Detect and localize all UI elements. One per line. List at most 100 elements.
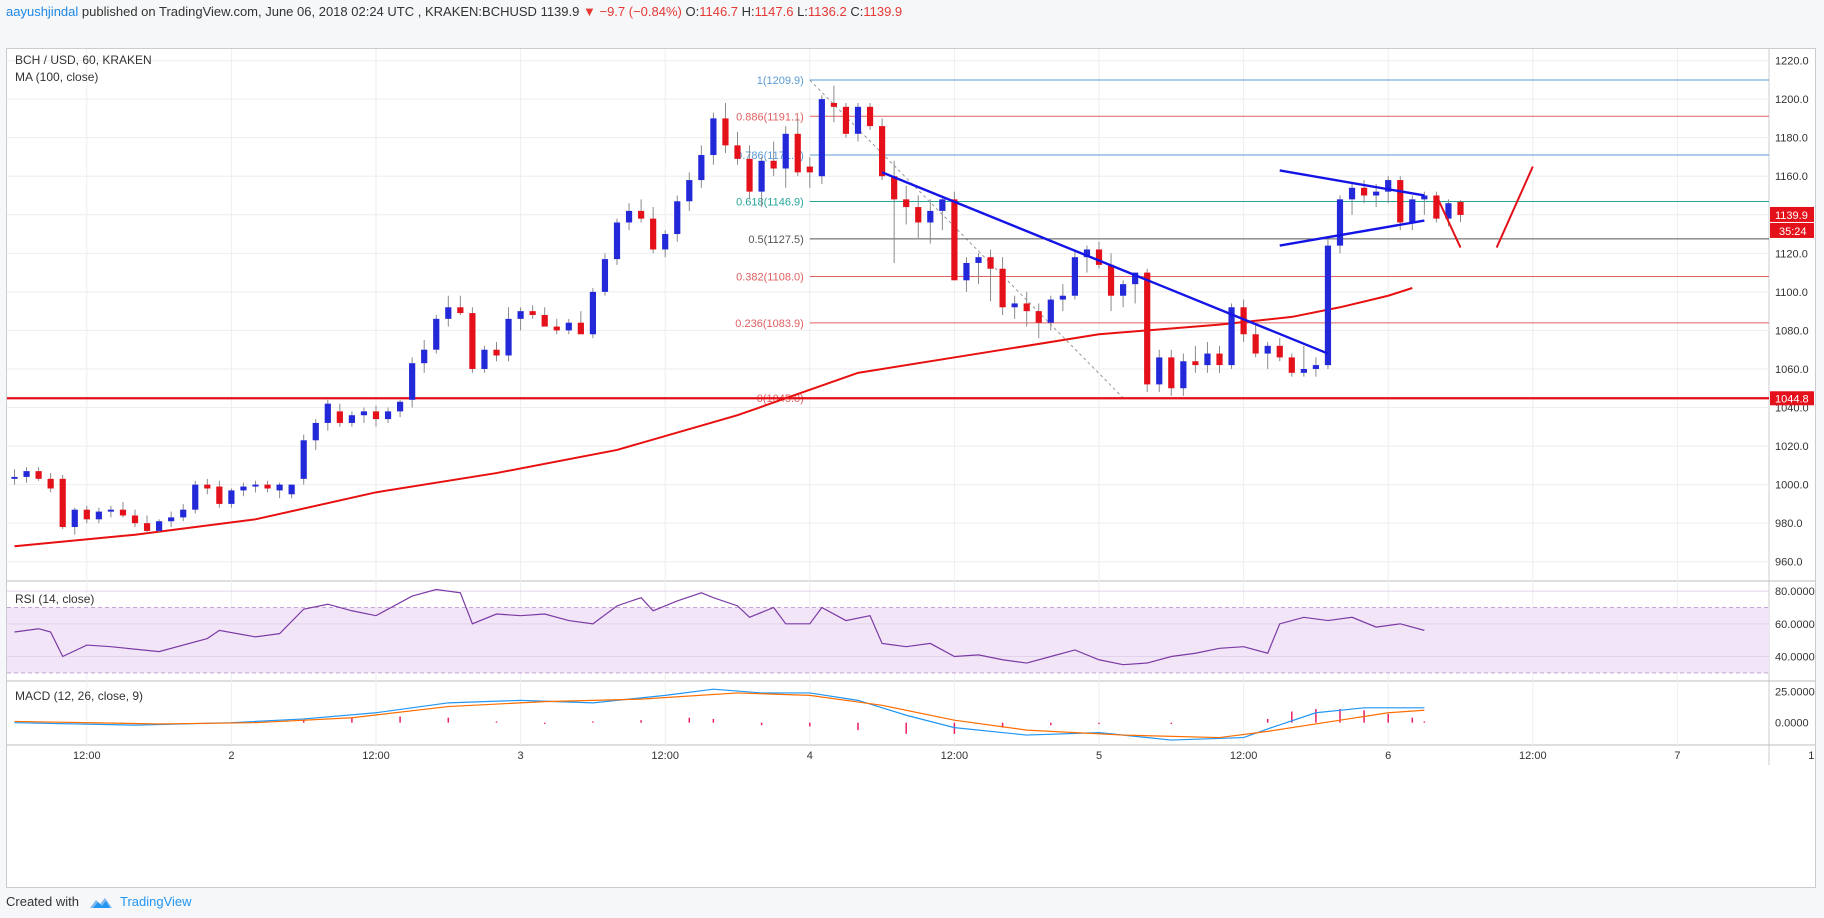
- candle: [1264, 341, 1271, 369]
- candle-body: [951, 199, 958, 281]
- x-tick-label: 12:00: [73, 750, 101, 762]
- candle: [1132, 272, 1139, 304]
- candle: [372, 405, 380, 427]
- trendline: [1279, 169, 1425, 197]
- candle: [1192, 345, 1199, 373]
- author-link[interactable]: aayushjindal: [6, 4, 79, 19]
- candle: [168, 511, 175, 528]
- candle: [1312, 357, 1319, 377]
- candle: [625, 203, 633, 231]
- chart-frame[interactable]: 1220.01200.01180.01160.01140.01120.01100…: [6, 48, 1816, 888]
- open-label: O:: [685, 4, 700, 19]
- rsi-tick-label: 80.0000: [1775, 586, 1815, 598]
- candle-body: [1385, 180, 1392, 192]
- candle-body: [372, 411, 380, 420]
- last-price-badge: [1770, 206, 1814, 222]
- rsi-tick-label: 60.0000: [1775, 619, 1815, 631]
- chart-canvas[interactable]: 1220.01200.01180.01160.01140.01120.01100…: [7, 49, 1815, 887]
- candle: [1156, 349, 1163, 393]
- candle-body: [95, 511, 102, 520]
- macd-signal-line: [14, 692, 1425, 739]
- candle-body: [312, 422, 319, 441]
- y-tick-label: 1040.0: [1775, 403, 1809, 415]
- candle-body: [168, 517, 175, 522]
- candle: [1035, 303, 1042, 339]
- candle: [300, 434, 307, 485]
- x-tick-label: 12:00: [362, 750, 390, 762]
- candle-body: [999, 268, 1006, 308]
- low-value: 1136.2: [807, 4, 847, 19]
- candle-body: [625, 210, 633, 223]
- candle-body: [927, 210, 934, 223]
- candle-body: [505, 318, 512, 356]
- candle: [589, 288, 596, 339]
- candle: [1409, 195, 1416, 231]
- fib-level-label: 0.618(1146.9): [736, 196, 804, 208]
- candle-body: [891, 176, 898, 200]
- y-tick-label: 1020.0: [1775, 441, 1809, 453]
- candle-body: [638, 210, 645, 219]
- candle: [119, 501, 127, 518]
- candle: [1336, 195, 1344, 254]
- candle: [1348, 183, 1356, 215]
- candle: [457, 295, 464, 315]
- candle-body: [1107, 264, 1115, 296]
- symbol-label: KRAKEN:BCHUSD: [424, 4, 537, 19]
- candle: [1397, 176, 1404, 231]
- candle-body: [276, 484, 283, 491]
- candle: [999, 257, 1006, 315]
- candle-body: [1011, 303, 1018, 308]
- open-value: 1146.7: [699, 4, 739, 19]
- candle-body: [529, 311, 536, 315]
- tradingview-logo-icon: [89, 897, 112, 908]
- candle: [686, 172, 693, 211]
- candle: [324, 399, 331, 431]
- y-tick-label: 1100.0: [1775, 287, 1808, 299]
- candle: [842, 102, 850, 138]
- candle-body: [1132, 272, 1139, 285]
- candle: [156, 519, 163, 533]
- candle: [529, 305, 536, 319]
- candle-body: [806, 166, 813, 173]
- candle-body: [842, 106, 850, 134]
- candle: [11, 469, 18, 485]
- candle: [854, 102, 862, 142]
- high-value: 1147.6: [754, 4, 794, 19]
- candle-body: [1120, 284, 1127, 296]
- high-label: H:: [741, 4, 755, 19]
- candle: [71, 507, 78, 535]
- x-tick-label: 5: [1096, 750, 1102, 762]
- candle: [1095, 241, 1103, 269]
- candle: [469, 307, 476, 373]
- candle-body: [1059, 295, 1066, 300]
- candle-body: [589, 291, 596, 335]
- candle: [360, 407, 368, 423]
- candle-body: [143, 523, 151, 531]
- candle: [1011, 295, 1018, 319]
- candle-body: [1144, 272, 1151, 385]
- candle-body: [1361, 187, 1368, 196]
- candle-body: [288, 484, 295, 495]
- candle-body: [1204, 353, 1211, 366]
- candle: [1047, 295, 1054, 331]
- candle-body: [131, 515, 139, 524]
- y-tick-label: 1200.0: [1775, 94, 1809, 106]
- candle-body: [1457, 201, 1464, 215]
- candle: [734, 131, 741, 165]
- candle: [1252, 322, 1259, 358]
- candle: [1107, 253, 1115, 312]
- candle: [59, 474, 66, 529]
- macd-tick-label: 25.0000: [1775, 687, 1815, 699]
- candle-body: [348, 415, 355, 423]
- candle-body: [1071, 257, 1078, 296]
- candle-body: [866, 106, 874, 127]
- x-tick-label: 7: [1674, 750, 1680, 762]
- macd-tick-label: 0.0000: [1775, 718, 1809, 730]
- candle-body: [794, 133, 801, 173]
- x-tick-label: 12:00: [1808, 750, 1815, 762]
- candle: [35, 467, 42, 481]
- tradingview-brand[interactable]: TradingView: [120, 894, 192, 909]
- candle-body: [119, 509, 127, 516]
- candle-body: [915, 207, 922, 223]
- candle-body: [553, 326, 560, 331]
